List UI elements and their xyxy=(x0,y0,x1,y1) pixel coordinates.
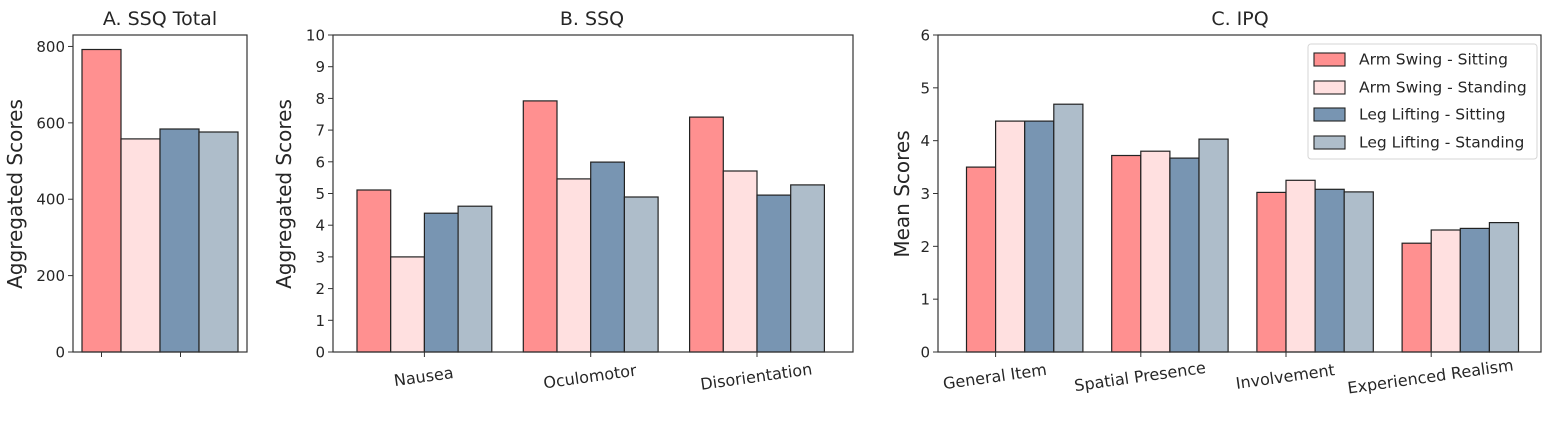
y-ticks: 0 200 400 600 800 xyxy=(36,38,73,362)
y-tick-label: 6 xyxy=(920,27,930,45)
y-tick-label: 0 xyxy=(315,344,325,362)
bar-spatial-presence-leg-lifting-standing xyxy=(1198,138,1229,353)
bars-group xyxy=(965,103,1520,353)
y-ticks: 0 1 2 3 4 5 6 xyxy=(920,27,938,362)
y-tick-label: 5 xyxy=(920,79,930,97)
bar-involvement-arm-swing-standing xyxy=(1285,179,1316,353)
bar-nausea-arm-swing-sitting xyxy=(356,189,392,353)
y-tick-label: 4 xyxy=(920,132,930,150)
x-tick-label-involvement: Involvement xyxy=(1235,360,1336,393)
bars-group xyxy=(81,48,239,353)
x-tick-label-general-item: General Item xyxy=(942,360,1048,393)
y-tick-label: 3 xyxy=(920,185,930,203)
bar-nausea-leg-lifting-sitting xyxy=(423,212,459,353)
y-tick-label: 1 xyxy=(920,291,930,309)
bar-experienced-realism-leg-lifting-sitting xyxy=(1459,227,1491,353)
bar-experienced-realism-leg-lifting-standing xyxy=(1488,222,1520,353)
legend-box xyxy=(1307,43,1538,160)
bar-arm-swing-sitting xyxy=(81,48,122,353)
bar-oculomotor-arm-swing-standing xyxy=(556,178,592,353)
panel-title: B. SSQ xyxy=(560,8,624,30)
y-tick-label: 6 xyxy=(315,153,325,171)
bar-spatial-presence-arm-swing-standing xyxy=(1140,150,1171,353)
bar-arm-swing-standing xyxy=(120,138,161,353)
panel-ipq: C. IPQ Mean Scores 0 1 2 3 4 5 6 General Item S… xyxy=(890,8,1542,398)
axes-frame xyxy=(72,34,248,353)
y-tick-label: 2 xyxy=(315,280,325,298)
x-ticks: Nausea Oculomotor Disorientation xyxy=(393,352,813,394)
bar-general-item-arm-swing-sitting xyxy=(965,166,997,353)
legend-label: Leg Lifting - Sitting xyxy=(1359,106,1506,124)
y-tick-label: 9 xyxy=(315,58,325,76)
x-tick-label-experienced-realism: Experienced Realism xyxy=(1346,356,1514,398)
y-tick-label: 2 xyxy=(920,238,930,256)
bar-spatial-presence-arm-swing-sitting xyxy=(1111,154,1142,353)
panel-title: A. SSQ Total xyxy=(103,8,217,30)
axes-frame xyxy=(937,34,1542,353)
bar-disorientation-arm-swing-standing xyxy=(722,170,758,353)
y-tick-label: 0 xyxy=(920,344,930,362)
bar-disorientation-leg-lifting-sitting xyxy=(756,194,792,353)
bar-involvement-leg-lifting-sitting xyxy=(1314,188,1345,353)
bar-oculomotor-leg-lifting-standing xyxy=(623,196,659,353)
bar-oculomotor-leg-lifting-sitting xyxy=(590,161,626,353)
bar-nausea-leg-lifting-standing xyxy=(457,205,493,353)
x-tick-label-oculomotor: Oculomotor xyxy=(542,361,638,393)
bar-experienced-realism-arm-swing-standing xyxy=(1430,229,1461,353)
bar-experienced-realism-arm-swing-sitting xyxy=(1401,242,1432,353)
y-tick-label: 0 xyxy=(55,344,65,362)
bar-leg-lifting-standing xyxy=(198,131,239,353)
x-tick-label-nausea: Nausea xyxy=(393,363,455,390)
y-axis-label: Aggregated Scores xyxy=(3,99,27,289)
panel-title: C. IPQ xyxy=(1211,8,1268,30)
x-ticks: General Item Spatial Presence Involvement E… xyxy=(942,352,1515,398)
y-ticks: 0 1 2 3 4 5 6 7 8 9 10 xyxy=(306,27,333,362)
bar-general-item-leg-lifting-standing xyxy=(1053,103,1084,353)
y-tick-label: 200 xyxy=(36,267,65,285)
y-axis-label: Aggregated Scores xyxy=(272,99,296,289)
y-tick-label: 4 xyxy=(315,217,325,235)
bar-general-item-leg-lifting-sitting xyxy=(1024,120,1055,353)
panel-ssq-total: A. SSQ Total Aggregated Scores 0 200 400 60… xyxy=(3,8,248,362)
bar-spatial-presence-leg-lifting-sitting xyxy=(1169,157,1200,353)
y-tick-label: 800 xyxy=(36,38,65,56)
y-tick-label: 8 xyxy=(315,90,325,108)
legend-label: Leg Lifting - Standing xyxy=(1359,134,1524,152)
y-axis-label: Mean Scores xyxy=(890,130,914,257)
legend: Arm Swing - Sitting Arm Swing - Standing L… xyxy=(1307,43,1538,160)
bar-nausea-arm-swing-standing xyxy=(390,256,426,353)
y-tick-label: 1 xyxy=(315,312,325,330)
x-tick-label-spatial-presence: Spatial Presence xyxy=(1073,358,1207,395)
panel-ssq: B. SSQ Aggregated Scores 0 1 2 3 4 5 6 7 8 9 10 Na… xyxy=(272,8,854,394)
bar-general-item-arm-swing-standing xyxy=(994,120,1026,353)
y-tick-label: 10 xyxy=(306,27,325,45)
bar-involvement-leg-lifting-standing xyxy=(1343,191,1374,353)
legend-swatch-leg-lifting-standing xyxy=(1313,135,1346,150)
y-tick-label: 600 xyxy=(36,114,65,132)
x-tick-label-disorientation: Disorientation xyxy=(699,359,813,393)
bars-group xyxy=(356,100,826,353)
bar-leg-lifting-sitting xyxy=(159,128,200,353)
legend-swatch-arm-swing-sitting xyxy=(1313,52,1346,67)
bar-disorientation-arm-swing-sitting xyxy=(688,116,724,353)
y-tick-label: 7 xyxy=(315,122,325,140)
legend-swatch-arm-swing-standing xyxy=(1313,80,1346,95)
legend-label: Arm Swing - Standing xyxy=(1359,79,1527,97)
bar-oculomotor-arm-swing-sitting xyxy=(522,100,558,353)
x-ticks xyxy=(101,352,181,357)
legend-swatch-leg-lifting-sitting xyxy=(1313,107,1346,122)
bar-disorientation-leg-lifting-standing xyxy=(790,184,826,353)
y-tick-label: 400 xyxy=(36,191,65,209)
y-tick-label: 5 xyxy=(315,185,325,203)
legend-label: Arm Swing - Sitting xyxy=(1359,51,1508,69)
axes-frame xyxy=(332,34,854,353)
bar-involvement-arm-swing-sitting xyxy=(1256,191,1287,353)
y-tick-label: 3 xyxy=(315,248,325,266)
